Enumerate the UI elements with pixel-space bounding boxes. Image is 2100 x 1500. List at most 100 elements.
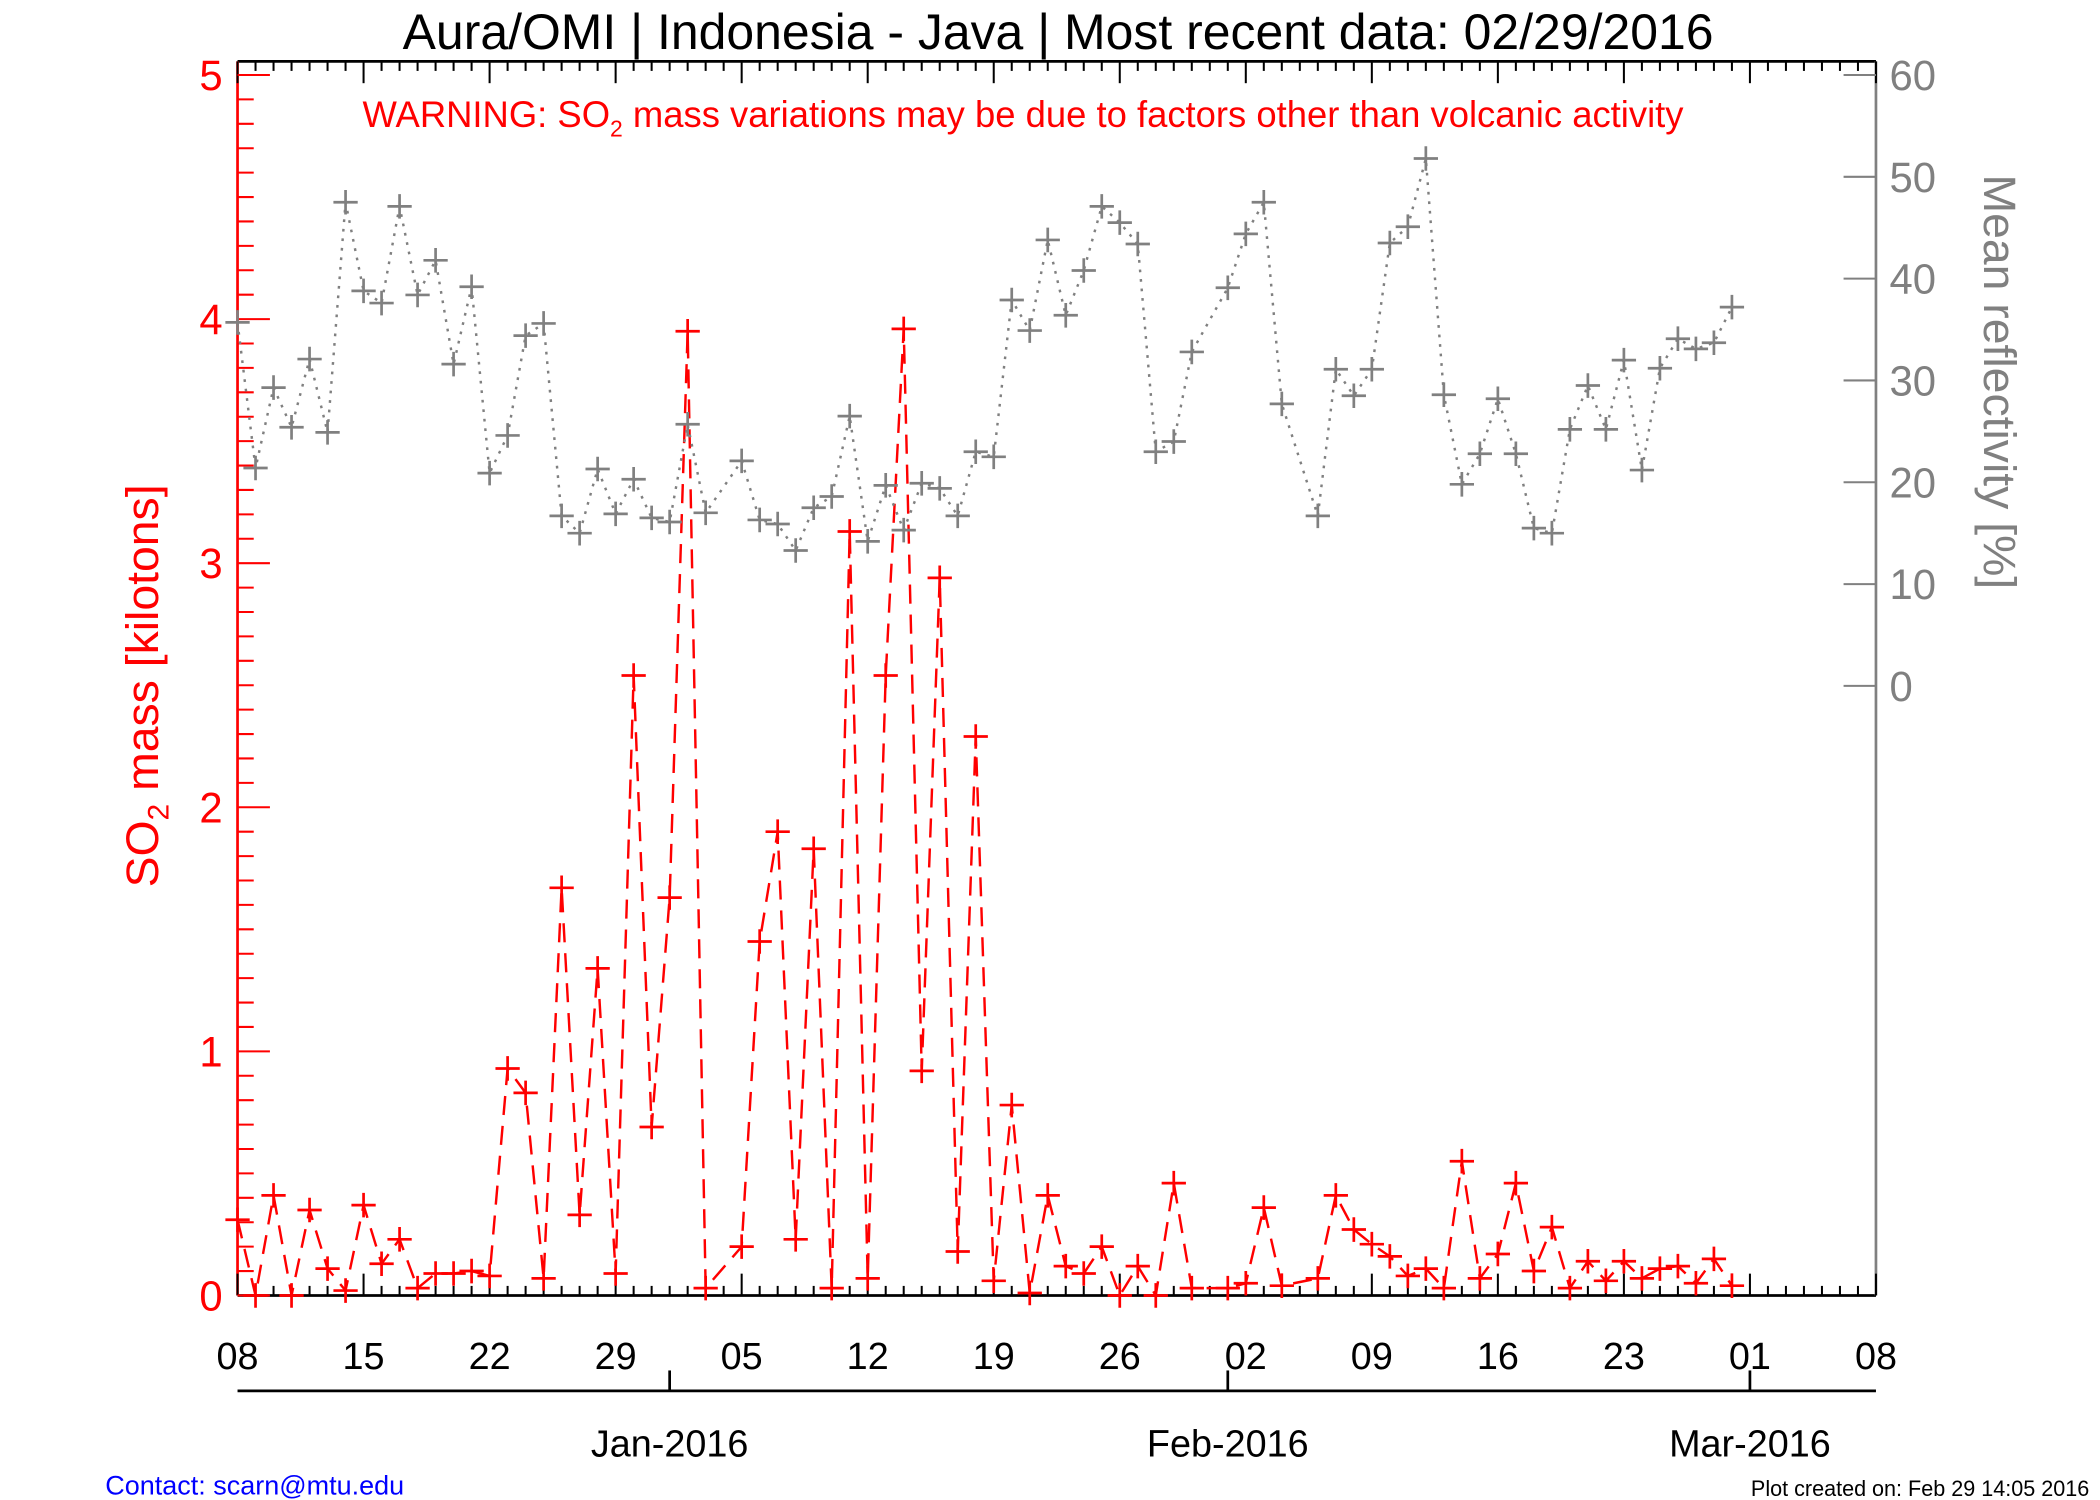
y-left-tick-label: 0 xyxy=(199,1272,222,1319)
reflectivity-point-marker xyxy=(855,529,880,554)
y-left-tick-label: 1 xyxy=(199,1028,222,1075)
reflectivity-point-marker xyxy=(1431,382,1456,407)
reflectivity-point-marker xyxy=(1611,347,1637,373)
reflectivity-point-marker xyxy=(369,290,394,316)
so2-point-marker xyxy=(603,1261,628,1286)
x-tick-label: 12 xyxy=(847,1336,889,1378)
y-left-tick-label: 5 xyxy=(199,52,222,99)
so2-point-marker xyxy=(981,1268,1006,1294)
reflectivity-point-marker xyxy=(1467,441,1493,467)
reflectivity-point-marker xyxy=(243,455,268,481)
so2-point-marker xyxy=(1251,1195,1276,1220)
so2-point-marker xyxy=(927,565,952,591)
so2-point-marker xyxy=(1053,1253,1078,1279)
reflectivity-line xyxy=(236,158,1734,554)
so2-point-marker xyxy=(567,1202,592,1228)
reflectivity-point-marker xyxy=(1107,210,1132,235)
so2-point-marker xyxy=(459,1258,484,1284)
reflectivity-point-marker xyxy=(297,346,322,372)
so2-point-marker xyxy=(891,316,916,342)
reflectivity-point-marker xyxy=(279,415,304,440)
reflectivity-point-marker xyxy=(891,517,916,543)
reflectivity-point-marker xyxy=(549,503,574,529)
reflectivity-point-marker xyxy=(1647,355,1673,381)
so2-point-marker xyxy=(1701,1246,1727,1272)
so2-point-marker xyxy=(531,1266,556,1291)
reflectivity-point-marker xyxy=(693,500,718,526)
y-right-tick-label: 0 xyxy=(1889,663,1912,710)
reflectivity-point-marker xyxy=(1413,146,1438,171)
so2-point-marker xyxy=(1647,1256,1673,1281)
so2-point-marker xyxy=(279,1283,304,1308)
reflectivity-point-marker xyxy=(1053,303,1078,328)
so2-point-marker xyxy=(387,1227,412,1252)
so2-point-marker xyxy=(1521,1258,1547,1284)
y-right-tick-label: 10 xyxy=(1889,561,1936,608)
so2-point-marker xyxy=(441,1261,466,1286)
reflectivity-point-marker xyxy=(765,511,790,537)
so2-point-marker xyxy=(801,836,826,862)
reflectivity-point-marker xyxy=(873,473,898,498)
reflectivity-point-marker xyxy=(999,287,1024,313)
reflectivity-point-marker xyxy=(1179,339,1204,365)
so2-mass-line xyxy=(236,328,1733,1299)
contact-link[interactable]: Contact: scarn@mtu.edu xyxy=(105,1469,404,1500)
so2-point-marker xyxy=(1431,1275,1456,1301)
reflectivity-point-marker xyxy=(1125,231,1150,257)
y-right-tick-label: 20 xyxy=(1889,459,1936,506)
so2-point-marker xyxy=(963,724,988,749)
reflectivity-point-marker xyxy=(315,420,340,445)
reflectivity-point-marker xyxy=(387,194,412,219)
so2-point-marker xyxy=(1269,1273,1294,1298)
so2-point-marker xyxy=(1107,1283,1132,1308)
so2-point-marker xyxy=(1593,1268,1619,1294)
reflectivity-point-marker xyxy=(747,507,772,533)
reflectivity-point-marker xyxy=(657,509,682,535)
month-label: Feb-2016 xyxy=(1147,1423,1309,1465)
reflectivity-point-marker xyxy=(1143,439,1168,465)
reflectivity-point-marker xyxy=(513,323,538,348)
so2-point-marker xyxy=(1575,1249,1601,1274)
reflectivity-point-marker xyxy=(531,311,556,336)
so2-point-marker xyxy=(1035,1183,1060,1208)
y-right-tick-label: 40 xyxy=(1889,255,1936,302)
so2-point-marker xyxy=(261,1183,286,1208)
so2-point-marker xyxy=(657,885,682,910)
so2-point-marker xyxy=(1467,1266,1493,1291)
reflectivity-point-marker xyxy=(819,484,844,509)
x-tick-label: 26 xyxy=(1099,1336,1141,1378)
reflectivity-point-marker xyxy=(1215,275,1240,301)
y-axis-right-title: Mean reflectivity [%] xyxy=(1974,174,2026,589)
reflectivity-point-marker xyxy=(1269,391,1294,417)
reflectivity-point-marker xyxy=(1161,429,1186,454)
so2-point-marker xyxy=(1071,1261,1096,1286)
so2-point-marker xyxy=(1359,1231,1384,1257)
reflectivity-point-marker xyxy=(801,495,826,520)
y-left-tick-label: 4 xyxy=(199,296,222,343)
reflectivity-point-marker xyxy=(1341,383,1366,408)
reflectivity-point-marker xyxy=(1449,472,1474,497)
so2-point-marker xyxy=(855,1266,880,1291)
so2-point-marker xyxy=(675,319,700,344)
reflectivity-point-marker xyxy=(1683,336,1709,362)
so2-point-marker xyxy=(1557,1275,1583,1301)
so2-point-marker xyxy=(1503,1170,1529,1196)
x-tick-label: 23 xyxy=(1603,1336,1645,1378)
so2-point-marker xyxy=(1719,1273,1745,1298)
so2-point-marker xyxy=(1539,1214,1565,1240)
reflectivity-point-marker xyxy=(1377,230,1402,256)
reflectivity-point-marker xyxy=(1539,520,1565,546)
x-tick-label: 22 xyxy=(469,1336,511,1378)
x-tick-label: 09 xyxy=(1351,1336,1393,1378)
so2-point-marker xyxy=(1215,1275,1240,1301)
so2-point-marker xyxy=(1413,1256,1438,1281)
so2-point-marker xyxy=(837,519,862,544)
reflectivity-point-marker xyxy=(1359,356,1384,382)
so2-point-marker xyxy=(1611,1249,1637,1274)
reflectivity-point-marker xyxy=(1629,457,1655,483)
reflectivity-point-marker xyxy=(477,460,502,486)
so2-point-marker xyxy=(477,1263,502,1289)
reflectivity-point-marker xyxy=(729,448,754,474)
reflectivity-point-marker xyxy=(567,520,592,546)
